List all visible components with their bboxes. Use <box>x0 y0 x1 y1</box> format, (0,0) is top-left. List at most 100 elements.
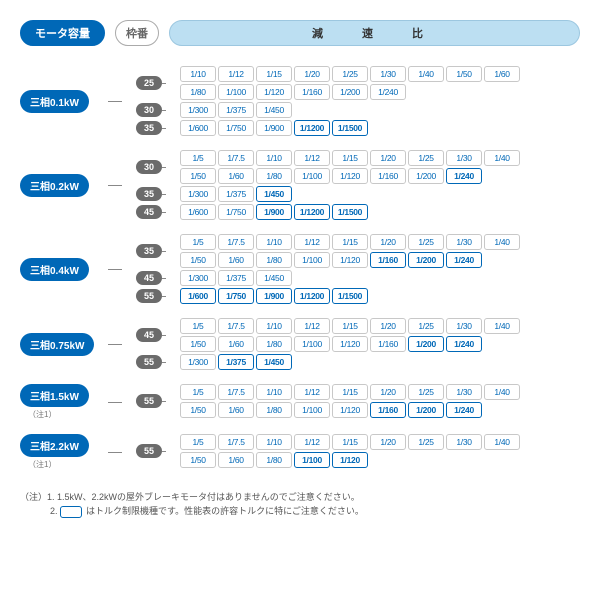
ratio-cell: 1/80 <box>256 402 292 418</box>
motor-group: 三相0.2kW 30 1/51/7.51/101/121/151/201/251/3… <box>20 150 580 220</box>
connector <box>162 384 180 418</box>
ratio-cell: 1/60 <box>484 66 520 82</box>
ratio-cell: 1/120 <box>332 252 368 268</box>
ratio-cell: 1/15 <box>332 150 368 166</box>
ratio-cell: 1/30 <box>446 234 482 250</box>
frame-pill: 55 <box>136 289 162 303</box>
ratio-cell: 1/40 <box>408 66 444 82</box>
ratio-row: 1/501/601/801/1001/120 <box>180 452 520 468</box>
ratio-cell: 1/200 <box>408 252 444 268</box>
motor-group: 三相0.4kW351/51/7.51/101/121/151/201/251/3… <box>20 234 580 304</box>
footnote-1: 1. 1.5kW、2.2kWの屋外ブレーキモータ付はありませんのでご注意ください… <box>47 492 360 502</box>
frame-block: 551/51/7.51/101/121/151/201/251/301/401/… <box>136 384 520 418</box>
ratio-row: 1/3001/3751/450 <box>180 354 292 370</box>
ratio-cell: 1/50 <box>180 336 216 352</box>
motor-column: 三相1.5kW（注1） <box>20 384 108 420</box>
ratio-cell: 1/900 <box>256 288 292 304</box>
ratio-rows: 1/101/121/151/201/251/301/401/501/601/80… <box>180 66 520 100</box>
ratio-cell: 1/600 <box>180 204 216 220</box>
motor-column: 三相0.2kW <box>20 150 108 220</box>
motor-group: 三相0.1kW 251/101/121/151/201/251/301/401/5… <box>20 66 580 136</box>
ratio-cell: 1/60 <box>218 402 254 418</box>
ratio-cell: 1/1500 <box>332 120 368 136</box>
connector <box>162 102 180 118</box>
ratio-cell: 1/5 <box>180 234 216 250</box>
connector <box>108 150 136 220</box>
ratio-row: 1/501/601/801/1001/1201/1601/2001/240 <box>180 168 520 184</box>
ratio-cell: 1/80 <box>256 252 292 268</box>
connector <box>162 66 180 100</box>
frame-pill: 35 <box>136 121 162 135</box>
ratio-cell: 1/450 <box>256 186 292 202</box>
ratio-cell: 1/200 <box>332 84 368 100</box>
frame-block: 30 1/51/7.51/101/121/151/201/251/301/401/… <box>136 150 520 184</box>
footnote-2-prefix: 2. <box>50 506 60 516</box>
frame-block: 351/3001/3751/450 <box>136 186 520 202</box>
ratio-cell: 1/1200 <box>294 120 330 136</box>
ratio-rows: 1/6001/7501/9001/12001/1500 <box>180 204 368 220</box>
ratio-row: 1/3001/3751/450 <box>180 102 292 118</box>
ratio-cell: 1/160 <box>370 402 406 418</box>
motor-pill: 三相0.75kW <box>20 333 94 356</box>
ratio-cell: 1/240 <box>446 402 482 418</box>
ratio-cell: 1/20 <box>370 384 406 400</box>
ratio-cell: 1/120 <box>332 168 368 184</box>
frames-column: 351/51/7.51/101/121/151/201/251/301/401/… <box>136 234 520 304</box>
ratio-cell: 1/12 <box>294 150 330 166</box>
ratio-row: 1/501/601/801/1001/1201/1601/2001/240 <box>180 402 520 418</box>
ratio-cell: 1/25 <box>408 384 444 400</box>
frames-column: 451/51/7.51/101/121/151/201/251/301/401/… <box>136 318 520 370</box>
header-motor: モータ容量 <box>20 20 105 46</box>
ratio-rows: 1/51/7.51/101/121/151/201/251/301/401/50… <box>180 234 520 268</box>
ratio-cell: 1/15 <box>332 384 368 400</box>
connector <box>162 150 180 184</box>
motor-group: 三相0.75kW 451/51/7.51/101/121/151/201/251/… <box>20 318 580 370</box>
ratio-cell: 1/12 <box>218 66 254 82</box>
ratio-cell: 1/100 <box>294 168 330 184</box>
ratio-row: 1/6001/7501/9001/12001/1500 <box>180 204 368 220</box>
motor-pill: 三相0.1kW <box>20 90 89 113</box>
ratio-cell: 1/12 <box>294 434 330 450</box>
ratio-cell: 1/12 <box>294 318 330 334</box>
ratio-cell: 1/50 <box>446 66 482 82</box>
ratio-row: 1/501/601/801/1001/1201/1601/2001/240 <box>180 336 520 352</box>
ratio-cell: 1/50 <box>180 402 216 418</box>
frame-block: 551/3001/3751/450 <box>136 354 520 370</box>
connector <box>162 186 180 202</box>
ratio-cell: 1/1200 <box>294 204 330 220</box>
ratio-rows: 1/51/7.51/101/121/151/201/251/301/401/50… <box>180 434 520 468</box>
ratio-cell: 1/7.5 <box>218 318 254 334</box>
ratio-cell: 1/80 <box>256 168 292 184</box>
ratio-cell: 1/25 <box>408 150 444 166</box>
frame-block: 551/6001/7501/9001/12001/1500 <box>136 288 520 304</box>
ratio-row: 1/801/1001/1201/1601/2001/240 <box>180 84 520 100</box>
connector <box>162 204 180 220</box>
frame-block: 251/101/121/151/201/251/301/401/501/601/… <box>136 66 520 100</box>
frame-block: 351/51/7.51/101/121/151/201/251/301/401/… <box>136 234 520 268</box>
frame-block: 351/6001/7501/9001/12001/1500 <box>136 120 520 136</box>
ratio-cell: 1/20 <box>294 66 330 82</box>
groups-container: 三相0.1kW 251/101/121/151/201/251/301/401/5… <box>20 66 580 470</box>
ratio-cell: 1/5 <box>180 384 216 400</box>
connector <box>108 318 136 370</box>
frame-pill: 30 <box>136 160 162 174</box>
ratio-cell: 1/7.5 <box>218 434 254 450</box>
ratio-cell: 1/40 <box>484 318 520 334</box>
motor-group: 三相2.2kW（注1）551/51/7.51/101/121/151/201/2… <box>20 434 580 470</box>
ratio-cell: 1/25 <box>408 434 444 450</box>
ratio-cell: 1/120 <box>332 452 368 468</box>
ratio-cell: 1/240 <box>446 336 482 352</box>
ratio-cell: 1/80 <box>180 84 216 100</box>
ratio-cell: 1/160 <box>370 168 406 184</box>
ratio-cell: 1/100 <box>294 452 330 468</box>
frames-column: 30 1/51/7.51/101/121/151/201/251/301/401/… <box>136 150 520 220</box>
ratio-cell: 1/5 <box>180 318 216 334</box>
ratio-cell: 1/750 <box>218 288 254 304</box>
ratio-rows: 1/51/7.51/101/121/151/201/251/301/401/50… <box>180 150 520 184</box>
ratio-cell: 1/5 <box>180 150 216 166</box>
connector <box>162 318 180 352</box>
ratio-cell: 1/7.5 <box>218 384 254 400</box>
ratio-cell: 1/375 <box>218 270 254 286</box>
ratio-cell: 1/375 <box>218 186 254 202</box>
ratio-cell: 1/200 <box>408 168 444 184</box>
